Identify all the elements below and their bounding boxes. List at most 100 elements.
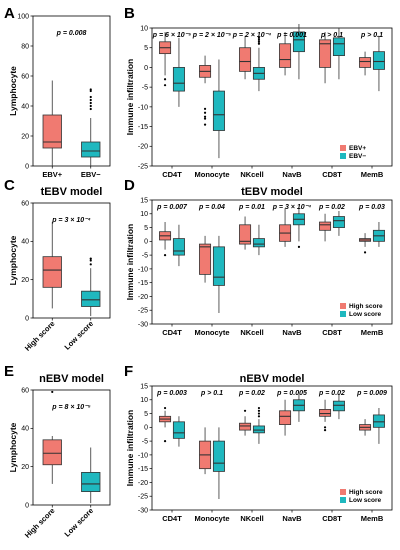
panel-f-cd8t-series1-outlier <box>323 426 327 429</box>
panel-b-ytick-label: -25 <box>138 163 148 170</box>
panel-b-cd4t-series1-outlier <box>163 78 167 81</box>
panel-a-ytick-label: 100 <box>17 13 29 20</box>
panel-a-ytick-label: 40 <box>21 103 29 110</box>
panel-b-cd8t-series2-box <box>332 37 345 57</box>
panel-b-cd4t-series1-outlier <box>163 84 167 87</box>
panel-f: nEBV model -30 -25 -20 -15 -10 -5 0 5 10 15 Immune … <box>125 373 393 523</box>
panel-b-ytick-label: -5 <box>142 85 148 92</box>
panel-b-memb-series2-box <box>372 51 385 70</box>
panel-d-category-label: NKcell <box>240 328 263 337</box>
panel-f-p-value: p = 0.02 <box>238 390 265 397</box>
panel-b-monocyte-series1-outlier <box>203 111 207 114</box>
panel-d-nkcell-series2-box <box>252 238 265 248</box>
panel-f-nkcell-series2-outlier <box>257 406 261 410</box>
panel-d-memb-series1-outlier <box>363 251 367 254</box>
panel-a-y-axis-label: Lymphocyte <box>8 66 18 116</box>
panel-d-ytick-label: 15 <box>140 197 148 204</box>
panel-d-ytick-label: -30 <box>138 321 148 328</box>
panel-e-ytick-label: 20 <box>21 464 29 471</box>
panel-e-plot-frame <box>32 389 111 506</box>
panel-b-p-value: p = 0.001 <box>276 32 307 39</box>
panel-f-monocyte-series2-box <box>212 440 225 472</box>
panel-f-p-value: p > 0.1 <box>200 390 223 397</box>
panel-b-monocyte-series1-outlier <box>203 117 207 120</box>
panel-b-p-value: p = 2 × 10⁻⁴ <box>232 32 272 39</box>
panel-e-box-1-box <box>42 439 62 466</box>
panel-b-nkcell-series2-outlier <box>257 36 261 39</box>
panel-a-box-2-outlier <box>89 95 92 99</box>
panel-b-ytick-label: -20 <box>138 144 148 151</box>
panel-b-ytick-label: 10 <box>140 25 148 32</box>
panel-a-category-label: EBV+ <box>42 170 62 179</box>
panel-f-category-label: MemB <box>361 514 384 523</box>
panel-a-plot-frame <box>32 15 111 167</box>
panel-e-ytick-label: 0 <box>25 502 29 509</box>
panel-f-p-value: p = 0.02 <box>318 390 345 397</box>
panel-a-box-2-outlier <box>89 104 92 108</box>
panel-d-y-axis-label: Immune infiltration <box>125 224 135 301</box>
panel-e-box-2-box <box>81 472 101 492</box>
panel-f-ytick-label: -15 <box>138 466 148 473</box>
panel-b-ytick-label: 0 <box>144 65 148 72</box>
panel-e-category-label: High score <box>23 506 57 540</box>
panel-c-box-2-box <box>81 290 101 307</box>
panel-d-title: tEBV model <box>241 186 303 198</box>
panel-a-category-label: EBV− <box>81 170 101 179</box>
panel-a-box-2-outlier <box>89 101 92 105</box>
panel-c-category-label: High score <box>23 319 57 353</box>
panel-e-title: nEBV model <box>39 373 104 385</box>
panel-b-monocyte-series1-outlier <box>203 123 207 126</box>
panel-c-y-axis-label: Lymphocyte <box>8 235 18 285</box>
panel-a-box-2-outlier <box>89 98 92 102</box>
panel-d-p-value: p = 3 × 10⁻⁴ <box>272 204 312 211</box>
panel-f-navb-series1-box <box>279 410 292 425</box>
panel-b-nkcell-series1-box <box>239 47 252 72</box>
panel-d-monocyte-series2-box <box>212 246 225 286</box>
panel-d-category-label: Monocyte <box>194 328 229 337</box>
panel-a-ytick-label: 20 <box>21 133 29 140</box>
panel-f-cd4t-series1-outlier <box>163 406 167 410</box>
panel-b-nkcell-series2-outlier <box>257 42 261 45</box>
panel-f-ytick-label: -10 <box>138 452 148 459</box>
panel-a-box-2-outlier <box>89 107 92 111</box>
panel-b-memb-series1-box <box>359 57 372 68</box>
panel-f-p-value: p = 0.005 <box>276 390 307 397</box>
panel-f-memb-series2-box <box>372 414 385 428</box>
panel-b-category-label: CD4T <box>162 170 182 179</box>
panel-d-p-value: p = 0.01 <box>238 204 265 211</box>
panel-e-ytick-label: 40 <box>21 426 29 433</box>
panel-d-ytick-label: -10 <box>138 266 148 273</box>
panel-c-box-2-outlier <box>89 259 92 262</box>
panel-c-ytick-label: 40 <box>21 239 29 246</box>
panel-f-category-label: CD4T <box>162 514 182 523</box>
panel-e: nEBV model 0 20 40 60 Lymphocyte High score Low… <box>8 373 111 540</box>
panel-b-y-axis-label: Immune infiltration <box>125 59 135 136</box>
panel-d-ytick-label: 10 <box>140 211 148 218</box>
panel-f-category-label: CD8T <box>322 514 342 523</box>
panel-f-nkcell-series1-outlier <box>243 409 247 412</box>
panel-c-ytick-label: 60 <box>21 200 29 207</box>
panel-e-ytick-label: 60 <box>21 387 29 394</box>
panel-b-category-label: NavB <box>282 170 302 179</box>
panel-a: 0 20 40 60 80 100 Lymphocyte EBV+ EBV− p = 0.008 <box>8 13 111 179</box>
panel-f-legend-label: High score <box>349 489 383 496</box>
panel-b-category-label: Monocyte <box>194 170 229 179</box>
panel-f-nkcell-series2-box <box>252 425 265 434</box>
panel-d-cd8t-series2-box <box>332 216 345 228</box>
panel-b-navb-series2-box <box>292 31 305 53</box>
panel-d-ytick-label: -20 <box>138 294 148 301</box>
panel-f-ytick-label: 0 <box>144 425 148 432</box>
panel-d-category-label: CD4T <box>162 328 182 337</box>
panel-f-category-label: NKcell <box>240 514 263 523</box>
panel-e-box-1-outlier <box>51 390 54 394</box>
panel-f-ytick-label: 10 <box>140 397 148 404</box>
panel-b-monocyte-series2-box <box>212 90 225 131</box>
panel-f-cd8t-series1-outlier <box>323 428 327 432</box>
panel-f-nkcell-series2-outlier <box>257 409 261 412</box>
panel-f-title: nEBV model <box>240 373 305 385</box>
panel-c-p-value: p = 3 × 10⁻⁴ <box>51 217 91 224</box>
panel-a-box-1-box <box>42 114 62 149</box>
panel-f-ytick-label: -20 <box>138 480 148 487</box>
panel-d-ytick-label: -25 <box>138 308 148 315</box>
panel-f-nkcell-series2-outlier <box>257 415 261 418</box>
